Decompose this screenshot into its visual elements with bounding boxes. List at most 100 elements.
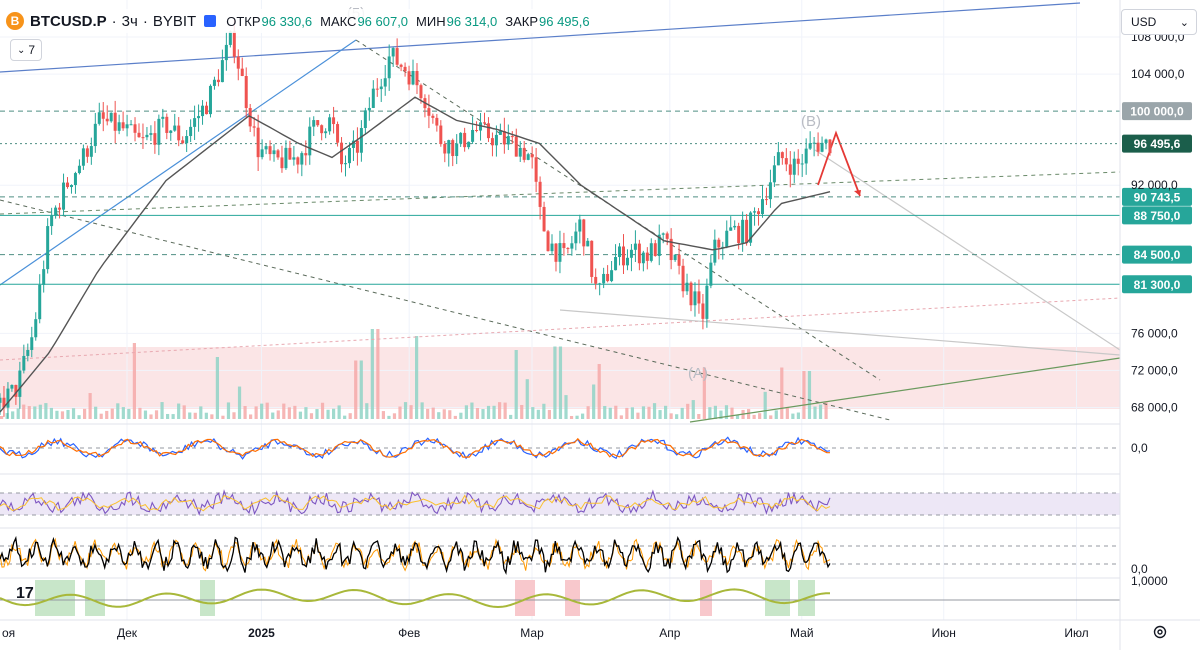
candle-body bbox=[264, 146, 268, 150]
price-tick-4: 72 000,0 bbox=[1131, 363, 1178, 377]
volume-bar bbox=[536, 409, 540, 419]
volume-bar bbox=[0, 415, 4, 419]
btc-coin-icon: B bbox=[6, 12, 24, 30]
macd-axis-label: 0,0 bbox=[1131, 441, 1148, 455]
candle-body bbox=[38, 284, 42, 320]
candle-body bbox=[637, 243, 641, 264]
close-value: 96 495,6 bbox=[539, 13, 590, 29]
upper-trendline[interactable] bbox=[0, 2, 1081, 73]
candle-body bbox=[216, 79, 220, 83]
candle-body bbox=[431, 115, 435, 118]
level-badge-5[interactable] bbox=[1122, 275, 1192, 294]
volume-bar bbox=[166, 413, 170, 419]
volume-bar bbox=[127, 408, 131, 419]
volume-bar bbox=[724, 405, 729, 419]
volume-bar bbox=[763, 391, 767, 419]
candle-body bbox=[816, 142, 820, 152]
candle-body bbox=[260, 149, 264, 158]
candle-body bbox=[336, 124, 340, 143]
candle-body bbox=[161, 116, 165, 119]
volume-bar bbox=[448, 410, 452, 419]
volume-bar bbox=[16, 408, 20, 419]
grey-projection-line[interactable] bbox=[559, 309, 1121, 356]
candle-body bbox=[784, 158, 788, 165]
volume-bar bbox=[752, 414, 756, 419]
descending-dashed-line-lower[interactable] bbox=[0, 199, 891, 421]
pink-dashed-line[interactable] bbox=[0, 297, 1121, 361]
level-badge-3[interactable] bbox=[1122, 206, 1192, 225]
candle-body bbox=[729, 227, 733, 231]
volume-bar bbox=[11, 411, 15, 419]
level-badge-1[interactable] bbox=[1122, 134, 1192, 153]
legend-sep-2: · bbox=[142, 12, 148, 30]
candle-body bbox=[768, 182, 772, 200]
volume-bar bbox=[320, 402, 325, 419]
candle-body bbox=[105, 118, 109, 122]
volume-bar bbox=[675, 414, 679, 419]
volume-bar bbox=[199, 406, 203, 419]
forecast-arrow[interactable] bbox=[817, 130, 861, 197]
volume-bar bbox=[791, 413, 795, 419]
volume-bar bbox=[204, 412, 208, 419]
candle-body bbox=[121, 122, 125, 129]
moving-average-line bbox=[0, 96, 831, 413]
volume-bar bbox=[237, 386, 242, 419]
rising-channel-line[interactable] bbox=[0, 39, 357, 286]
volume-bar bbox=[796, 412, 800, 419]
volume-bar bbox=[403, 402, 408, 419]
candle-body bbox=[387, 56, 391, 79]
candle-body bbox=[145, 134, 149, 138]
candle-body bbox=[316, 120, 320, 126]
volume-bar bbox=[680, 407, 684, 419]
interval-label[interactable]: 3ч bbox=[121, 12, 138, 30]
candle-body bbox=[205, 105, 209, 115]
trend-axis-label: 1,0000 bbox=[1131, 574, 1168, 588]
candle-body bbox=[614, 257, 618, 271]
volume-bar bbox=[60, 411, 65, 419]
volume-bar bbox=[94, 406, 98, 419]
candle-body bbox=[447, 140, 451, 154]
volume-bar bbox=[27, 406, 31, 419]
volume-bar bbox=[66, 410, 70, 419]
candle-body bbox=[753, 211, 757, 213]
level-badge-4[interactable] bbox=[1122, 245, 1192, 264]
volume-bar bbox=[619, 415, 623, 419]
candle-body bbox=[407, 71, 411, 85]
time-label-3: Фев bbox=[398, 626, 420, 640]
volume-bar bbox=[426, 408, 430, 419]
volume-bar bbox=[44, 403, 48, 419]
open-label: ОТКР bbox=[226, 13, 261, 29]
candle-body bbox=[439, 125, 443, 145]
candle-body bbox=[276, 150, 280, 158]
symbol-legend[interactable]: B BTCUSD.P · 3ч · BYBIT ОТКР 96 330,6 МА… bbox=[6, 9, 598, 33]
neckline-dashed[interactable] bbox=[0, 171, 1121, 215]
volume-bar bbox=[592, 384, 596, 419]
grey-wedge-line[interactable] bbox=[814, 149, 1121, 351]
candle-body bbox=[18, 370, 22, 397]
axis-settings-button[interactable] bbox=[1148, 620, 1172, 644]
candle-body bbox=[399, 64, 403, 67]
level-badge-2[interactable] bbox=[1122, 187, 1192, 206]
symbol-name[interactable]: BTCUSD.P bbox=[30, 12, 107, 30]
volume-bar bbox=[365, 403, 369, 419]
candle-body bbox=[109, 112, 113, 122]
candle-body bbox=[649, 243, 653, 261]
candle-body bbox=[498, 131, 502, 135]
high-label: МАКС bbox=[320, 13, 357, 29]
level-badge-0[interactable] bbox=[1122, 102, 1192, 121]
low-value: 96 314,0 bbox=[446, 13, 498, 29]
green-support-line[interactable] bbox=[689, 357, 1121, 423]
candle-body bbox=[705, 285, 709, 319]
volume-bar bbox=[49, 407, 53, 419]
candle-body bbox=[228, 31, 232, 45]
currency-selector[interactable]: USD ⌄ bbox=[1121, 9, 1197, 35]
chevron-down-icon: ⌄ bbox=[16, 44, 26, 56]
candle-body bbox=[411, 71, 415, 85]
candle-body bbox=[669, 238, 673, 261]
volume-bar bbox=[276, 410, 280, 419]
volume-bar bbox=[547, 409, 551, 419]
candle-body bbox=[677, 254, 681, 266]
level-badge-text-5: 81 300,0 bbox=[1134, 278, 1181, 292]
indicators-toggle-button[interactable]: ⌄ 7 bbox=[10, 39, 42, 61]
